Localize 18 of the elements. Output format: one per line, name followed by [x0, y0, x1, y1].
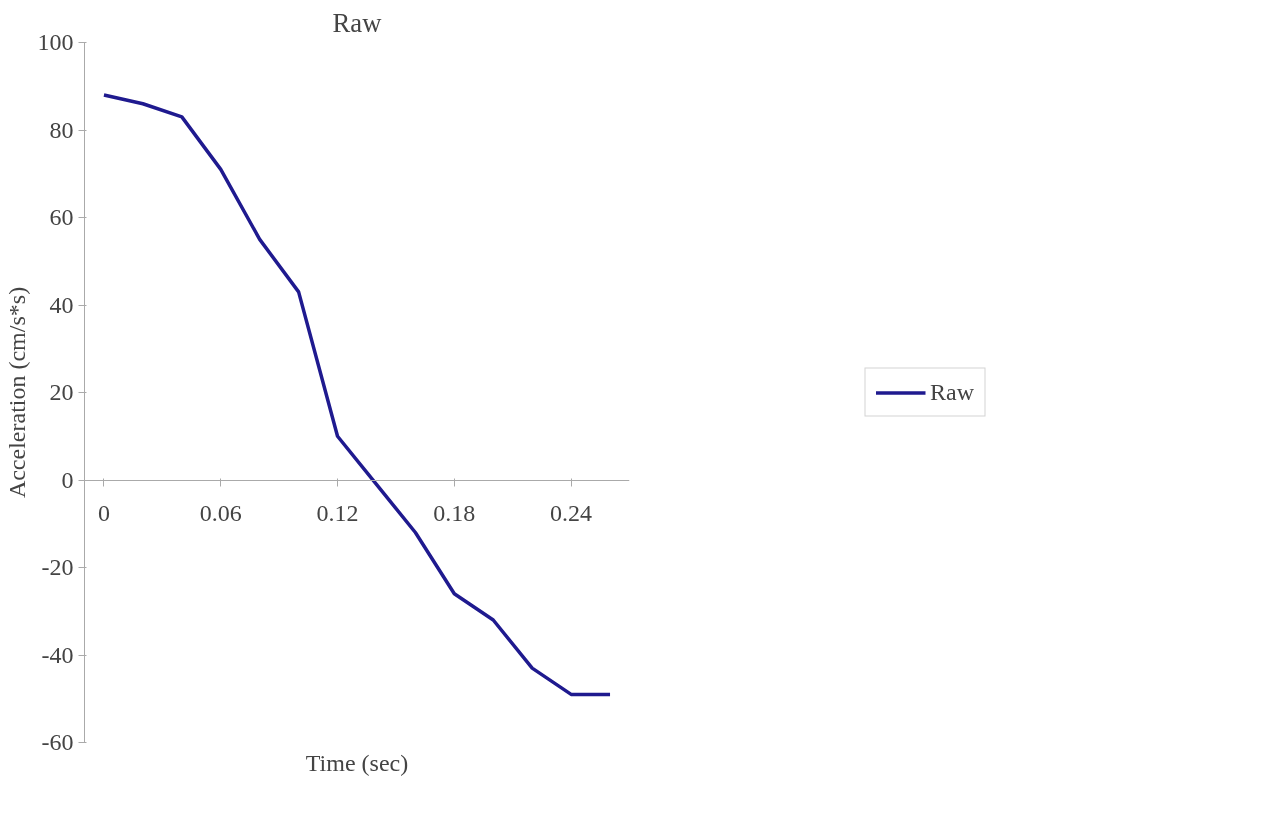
chart-title: Raw [332, 7, 383, 38]
legend-label: Raw [930, 378, 974, 406]
x-tick-label: 0 [97, 500, 110, 526]
y-tick-label: 80 [49, 116, 74, 143]
y-tick-label: 60 [49, 204, 74, 230]
x-tick-label: 0.24 [550, 500, 593, 526]
x-tick-label: 0.06 [199, 500, 242, 526]
y-tick-label: 0 [61, 466, 74, 493]
x-axis-title: Time (sec) [305, 749, 409, 776]
y-tick-label: -60 [41, 729, 74, 755]
y-tick-label: 100 [37, 29, 74, 55]
y-axis-title: Acceleration (cm/s*s) [3, 286, 30, 499]
x-tick-label: 0.18 [433, 500, 476, 526]
x-tick-label: 0.12 [316, 500, 359, 526]
y-tick-label: -20 [41, 554, 74, 580]
y-tick-label: -40 [41, 641, 74, 668]
y-tick-label: 20 [49, 379, 74, 405]
y-tick-label: 40 [49, 291, 74, 318]
